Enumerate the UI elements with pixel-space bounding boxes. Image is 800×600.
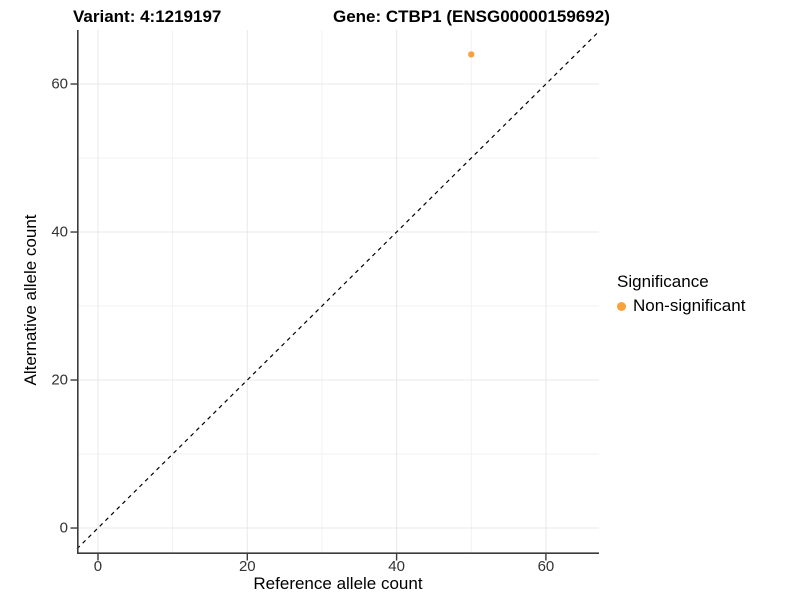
legend-title: Significance [617,272,709,291]
x-tick-label: 0 [93,558,103,575]
plot-title-variant: Variant: 4:1219197 [73,7,222,26]
y-tick-label: 0 [59,519,68,537]
legend-entry: Non-significant [617,296,745,316]
x-tick-label: 20 [238,558,256,575]
legend: Significance Non-significant [617,272,745,316]
y-tick-label: 60 [51,75,68,93]
legend-entries: Non-significant [617,296,745,316]
scatter-plot-canvas [70,30,600,561]
y-tick-label: 20 [51,371,68,389]
y-axis-title: Alternative allele count [21,214,40,386]
x-tick-label: 60 [537,558,555,575]
y-tick-label: 40 [51,223,68,241]
legend-entry-label: Non-significant [633,296,746,315]
plot-panel [70,30,600,561]
x-tick-label: 40 [388,558,405,575]
legend-dot-icon [617,301,626,311]
data-point [468,51,475,58]
identity-dashed-line [76,30,600,550]
plot-title-gene: Gene: CTBP1 (ENSG00000159692) [333,7,610,26]
x-axis-title: Reference allele count [253,574,423,593]
